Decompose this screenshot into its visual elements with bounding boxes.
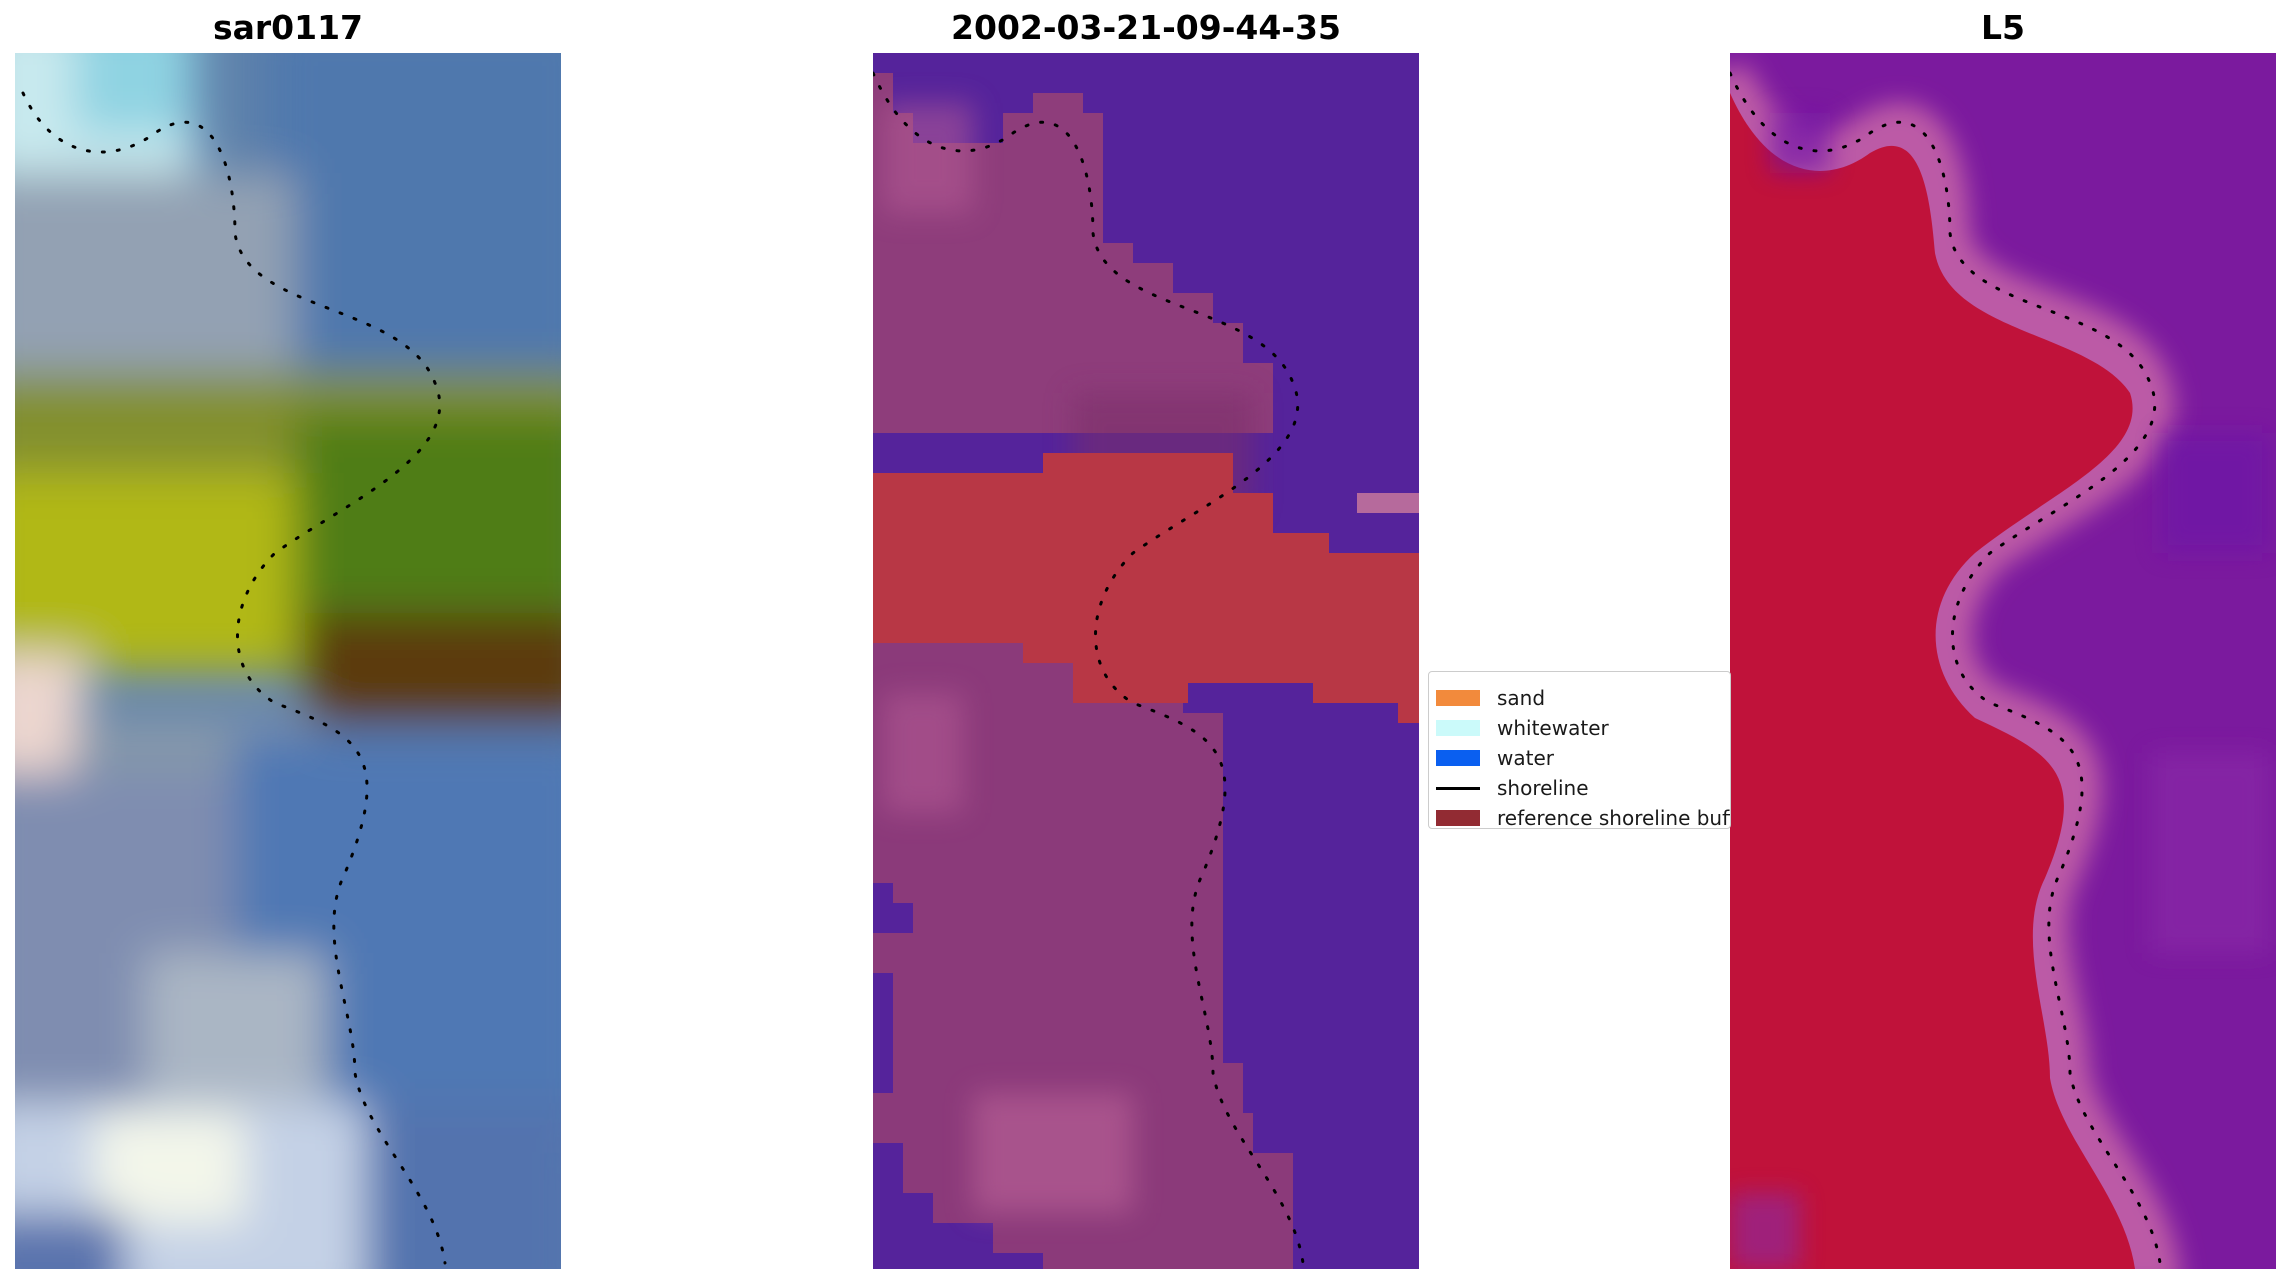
panel-title-classified: 2002-03-21-09-44-35 bbox=[951, 8, 1341, 47]
rgb-image-panel bbox=[15, 53, 561, 1269]
rgb-image bbox=[15, 53, 561, 1269]
classified-image bbox=[873, 53, 1419, 1269]
legend-label: whitewater bbox=[1497, 716, 1609, 740]
shoreline-index bbox=[1730, 71, 2162, 1265]
sand-swatch bbox=[1436, 690, 1480, 706]
legend-item-whitewater: whitewater bbox=[1436, 713, 1609, 743]
high-index-region bbox=[1730, 93, 2135, 1269]
legend-item-sand: sand bbox=[1436, 683, 1545, 713]
whitewater-swatch bbox=[1436, 720, 1480, 736]
legend-item-reference-buffer: reference shoreline buffer bbox=[1436, 803, 1731, 829]
panel-title-rgb: sar0117 bbox=[212, 8, 364, 47]
reference-buffer-swatch bbox=[1436, 810, 1480, 826]
legend-item-shoreline: shoreline bbox=[1436, 773, 1589, 803]
legend: sand whitewater water shoreline referenc… bbox=[1428, 671, 1731, 829]
legend-item-water: water bbox=[1436, 743, 1554, 773]
legend-label: reference shoreline buffer bbox=[1497, 806, 1731, 829]
legend-label: water bbox=[1497, 746, 1554, 770]
reference-shoreline-buffer bbox=[873, 453, 1419, 723]
water-swatch bbox=[1436, 750, 1480, 766]
index-image-panel bbox=[1730, 53, 2276, 1269]
index-image bbox=[1730, 53, 2276, 1269]
legend-label: shoreline bbox=[1497, 776, 1589, 800]
panel-title-index: L5 bbox=[1981, 8, 2025, 47]
legend-label: sand bbox=[1497, 686, 1546, 710]
shoreline-classified bbox=[873, 71, 1305, 1265]
shoreline-line-swatch bbox=[1436, 786, 1480, 790]
classified-image-panel bbox=[873, 53, 1419, 1269]
